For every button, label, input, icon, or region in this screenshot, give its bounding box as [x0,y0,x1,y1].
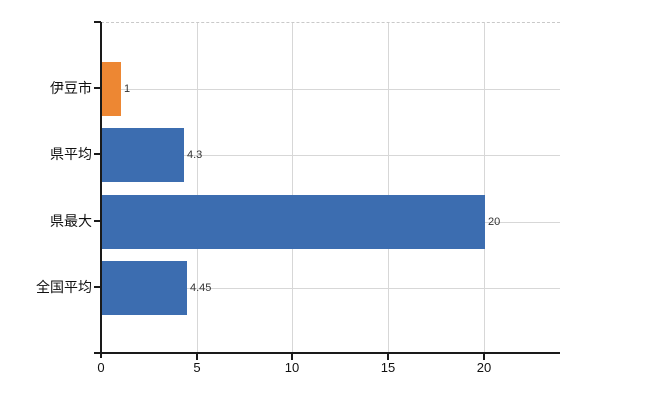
x-axis-tick-mark [387,354,389,360]
gridline-vertical [197,23,198,353]
y-axis-line [100,22,102,358]
gridline-vertical [388,23,389,353]
plot-area: 1 4.3 20 4.45 [101,22,560,353]
gridline-horizontal [101,89,560,90]
y-axis-tick-mark [94,153,101,155]
x-tick-label-5: 5 [193,360,201,375]
x-tick-label-15: 15 [380,360,396,375]
y-axis-tick-mark [94,286,101,288]
y-axis-tick-mark [94,220,101,222]
x-axis-tick-mark [196,354,198,360]
gridline-horizontal [101,288,560,289]
x-axis-line [94,352,560,354]
y-axis-tick-mark [94,87,101,89]
gridline-horizontal [101,155,560,156]
bar-県平均 [102,128,184,182]
x-tick-label-10: 10 [284,360,300,375]
y-tick-label-伊豆市: 伊豆市 [50,80,92,96]
bar-value-label: 20 [488,216,501,228]
y-tick-label-県平均: 県平均 [50,146,92,162]
bar-value-label: 1 [124,83,131,95]
x-tick-label-20: 20 [476,360,492,375]
bar-全国平均 [102,261,187,315]
gridline-vertical [292,23,293,353]
y-tick-label-県最大: 県最大 [50,213,92,229]
x-tick-label-0: 0 [97,360,105,375]
bar-value-label: 4.3 [187,149,203,161]
bar-伊豆市 [102,62,121,116]
y-axis-tick-mark [94,21,101,23]
gridline-vertical [484,23,485,353]
bar-県最大 [102,195,485,249]
bar-value-label: 4.45 [190,282,212,294]
y-tick-label-全国平均: 全国平均 [36,279,92,295]
x-axis-tick-mark [483,354,485,360]
x-axis-tick-mark [291,354,293,360]
